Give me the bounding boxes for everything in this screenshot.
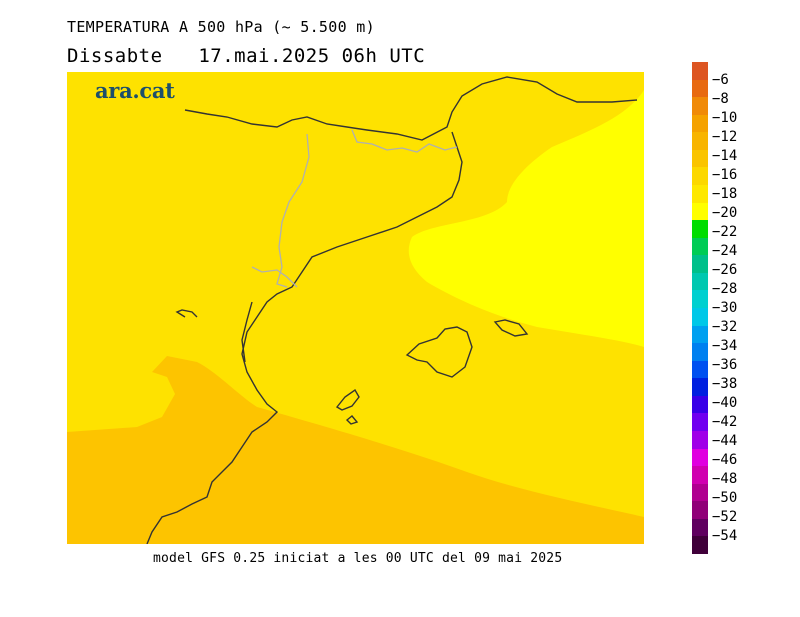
legend-swatch xyxy=(692,167,708,186)
legend-label: −54 xyxy=(712,528,738,544)
legend-label: −24 xyxy=(712,243,738,259)
legend-swatch xyxy=(692,272,708,291)
legend-label: −38 xyxy=(712,376,738,392)
temperature-legend: −6 −8 −10 −12 −14 −16 −18 −20 −22 −24 −26 −28 −30 −32… xyxy=(692,62,792,556)
legend-label: −42 xyxy=(712,414,738,430)
legend-swatch xyxy=(692,114,708,133)
legend-swatch xyxy=(692,343,708,362)
legend-swatch xyxy=(692,132,708,151)
temperature-band-mid-2 xyxy=(67,372,175,432)
legend-label: −10 xyxy=(712,110,738,126)
legend-swatch xyxy=(692,202,708,221)
legend-swatch xyxy=(692,483,708,502)
legend-swatch xyxy=(692,308,708,327)
legend-swatch xyxy=(692,149,708,168)
legend-label: −6 xyxy=(712,72,729,88)
legend-label: −46 xyxy=(712,452,738,468)
legend-swatch xyxy=(692,466,708,485)
legend-swatch xyxy=(692,360,708,379)
legend-label: −30 xyxy=(712,300,738,316)
temperature-band-cold xyxy=(408,90,644,347)
temperature-map-canvas xyxy=(67,72,644,544)
legend-label: −16 xyxy=(712,167,738,183)
legend-swatch xyxy=(692,378,708,397)
legend-label: −8 xyxy=(712,91,729,107)
map-datetime: Dissabte 17.mai.2025 06h UTC xyxy=(67,45,426,67)
legend-swatch xyxy=(692,325,708,344)
legend-swatch xyxy=(692,518,708,537)
legend-label: −48 xyxy=(712,471,738,487)
legend-label: −26 xyxy=(712,262,738,278)
legend-swatch xyxy=(692,413,708,432)
legend-label: −40 xyxy=(712,395,738,411)
region-border xyxy=(251,129,458,288)
legend-label: −52 xyxy=(712,509,738,525)
legend-label: −34 xyxy=(712,338,738,354)
legend-swatch xyxy=(692,237,708,256)
legend-swatch xyxy=(692,501,708,520)
legend-label: −32 xyxy=(712,319,738,335)
legend-colorbar xyxy=(692,62,708,555)
legend-label: −12 xyxy=(712,129,738,145)
legend-label: −50 xyxy=(712,490,738,506)
legend-swatch xyxy=(692,185,708,204)
legend-swatch xyxy=(692,395,708,414)
legend-swatch xyxy=(692,220,708,239)
legend-swatch xyxy=(692,62,708,81)
legend-label: −20 xyxy=(712,205,738,221)
legend-swatch xyxy=(692,448,708,467)
map-title: TEMPERATURA A 500 hPa (~ 5.500 m) xyxy=(67,18,375,36)
legend-swatch xyxy=(692,431,708,450)
model-footer: model GFS 0.25 iniciat a les 00 UTC del … xyxy=(153,551,563,566)
legend-label: −14 xyxy=(712,148,738,164)
legend-swatch xyxy=(692,536,708,555)
legend-swatch xyxy=(692,79,708,98)
legend-label: −28 xyxy=(712,281,738,297)
legend-label: −44 xyxy=(712,433,738,449)
legend-label: −18 xyxy=(712,186,738,202)
temperature-band-mid xyxy=(67,72,644,517)
temperature-map: ara.cat xyxy=(67,72,644,544)
legend-label: −22 xyxy=(712,224,738,240)
legend-swatch xyxy=(692,290,708,309)
coastline xyxy=(146,76,638,544)
ara-cat-logo: ara.cat xyxy=(95,78,175,103)
legend-swatch xyxy=(692,255,708,274)
legend-label: −36 xyxy=(712,357,738,373)
legend-swatch xyxy=(692,97,708,116)
